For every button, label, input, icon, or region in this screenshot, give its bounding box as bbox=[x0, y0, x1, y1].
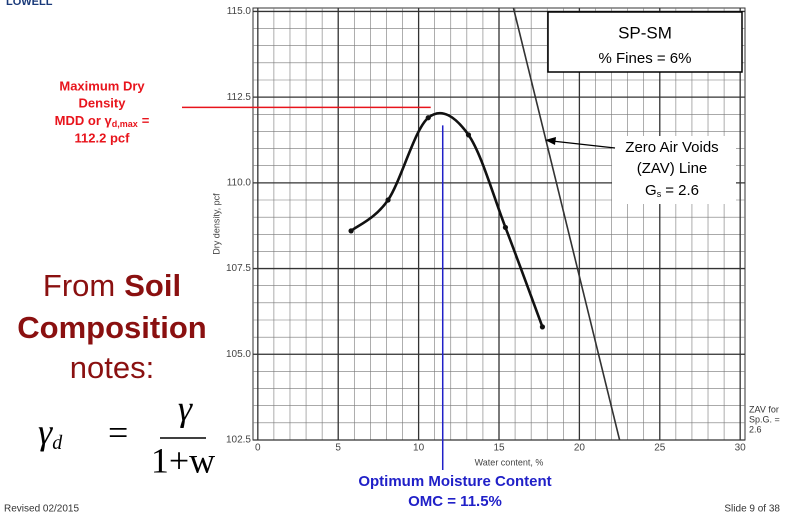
x-tick-label: 10 bbox=[413, 443, 425, 454]
data-point bbox=[425, 115, 431, 121]
zav-arrowhead bbox=[545, 137, 556, 145]
omc-label: Optimum Moisture Content bbox=[358, 473, 551, 490]
footer-right: Slide 9 of 38 bbox=[724, 504, 780, 515]
formula-sub: d bbox=[52, 432, 63, 454]
data-point bbox=[502, 224, 509, 231]
mdd-prefix: MDD or γ bbox=[55, 113, 113, 128]
formula-num: γ bbox=[178, 388, 193, 428]
mdd-sub: d,max bbox=[112, 119, 138, 129]
y-tick-label: 107.5 bbox=[226, 263, 251, 274]
x-tick-label: 5 bbox=[335, 443, 341, 454]
zav-note: ZAV for bbox=[749, 404, 779, 414]
chart: 0 5 10 15 20 25 30 102.5 105.0 107.5 110.0 112.5 115… bbox=[182, 6, 780, 470]
zav-label: Zero Air Voids bbox=[625, 139, 718, 156]
notes-from: From bbox=[43, 268, 115, 303]
y-tick-label: 112.5 bbox=[227, 92, 252, 103]
x-axis-label: Water content, % bbox=[475, 457, 544, 467]
omc-value: OMC = 11.5% bbox=[408, 493, 502, 510]
zav-note: 2.6 bbox=[749, 424, 762, 434]
gs-value: = 2.6 bbox=[665, 182, 699, 199]
data-point bbox=[348, 228, 354, 234]
x-tick-label: 25 bbox=[654, 443, 666, 454]
zav-line bbox=[512, 8, 621, 440]
zav-note: Sp.G. = bbox=[749, 414, 780, 424]
mdd-label: Maximum Dry bbox=[59, 78, 145, 93]
y-tick-label: 110.0 bbox=[227, 177, 252, 188]
info-fines: % Fines = 6% bbox=[599, 50, 692, 67]
x-tick-label: 0 bbox=[255, 443, 261, 454]
y-tick-label: 105.0 bbox=[226, 349, 251, 360]
x-tick-label: 15 bbox=[493, 443, 505, 454]
info-title: SP-SM bbox=[618, 23, 672, 42]
zav-label-bg bbox=[612, 136, 736, 204]
zav-gs: Gs = 2.6 bbox=[645, 182, 699, 199]
zav-label: (ZAV) Line bbox=[637, 160, 708, 177]
data-point bbox=[385, 197, 391, 203]
logo: LOWELL bbox=[6, 0, 53, 8]
gs-g: G bbox=[645, 182, 657, 199]
y-tick-label: 115.0 bbox=[227, 6, 252, 17]
data-point bbox=[539, 324, 546, 330]
mdd-symbol: MDD or γd,max = bbox=[55, 113, 150, 129]
mdd-label: Density bbox=[79, 95, 127, 110]
formula-eq: = bbox=[108, 412, 128, 452]
gs-sub: s bbox=[657, 189, 662, 199]
mdd-suffix: = bbox=[142, 113, 150, 128]
formula-den: 1+w bbox=[151, 440, 215, 480]
x-tick-label: 30 bbox=[735, 443, 747, 454]
data-point bbox=[465, 132, 472, 138]
formula-lhs: γd bbox=[38, 412, 63, 453]
zav-arrow bbox=[551, 140, 616, 149]
formula-gamma: γ bbox=[38, 412, 53, 452]
x-tick-label: 20 bbox=[574, 443, 586, 454]
mdd-value: 112.2 pcf bbox=[75, 130, 131, 145]
notes-line: From Soil bbox=[43, 268, 181, 303]
y-axis-label: Dry density, pcf bbox=[211, 193, 221, 255]
footer-left: Revised 02/2015 bbox=[4, 504, 79, 515]
notes-soil: Soil bbox=[124, 268, 181, 303]
notes-notes: notes: bbox=[70, 350, 154, 385]
info-box bbox=[547, 11, 743, 73]
y-tick-label: 102.5 bbox=[226, 435, 251, 446]
notes-composition: Composition bbox=[17, 310, 206, 345]
